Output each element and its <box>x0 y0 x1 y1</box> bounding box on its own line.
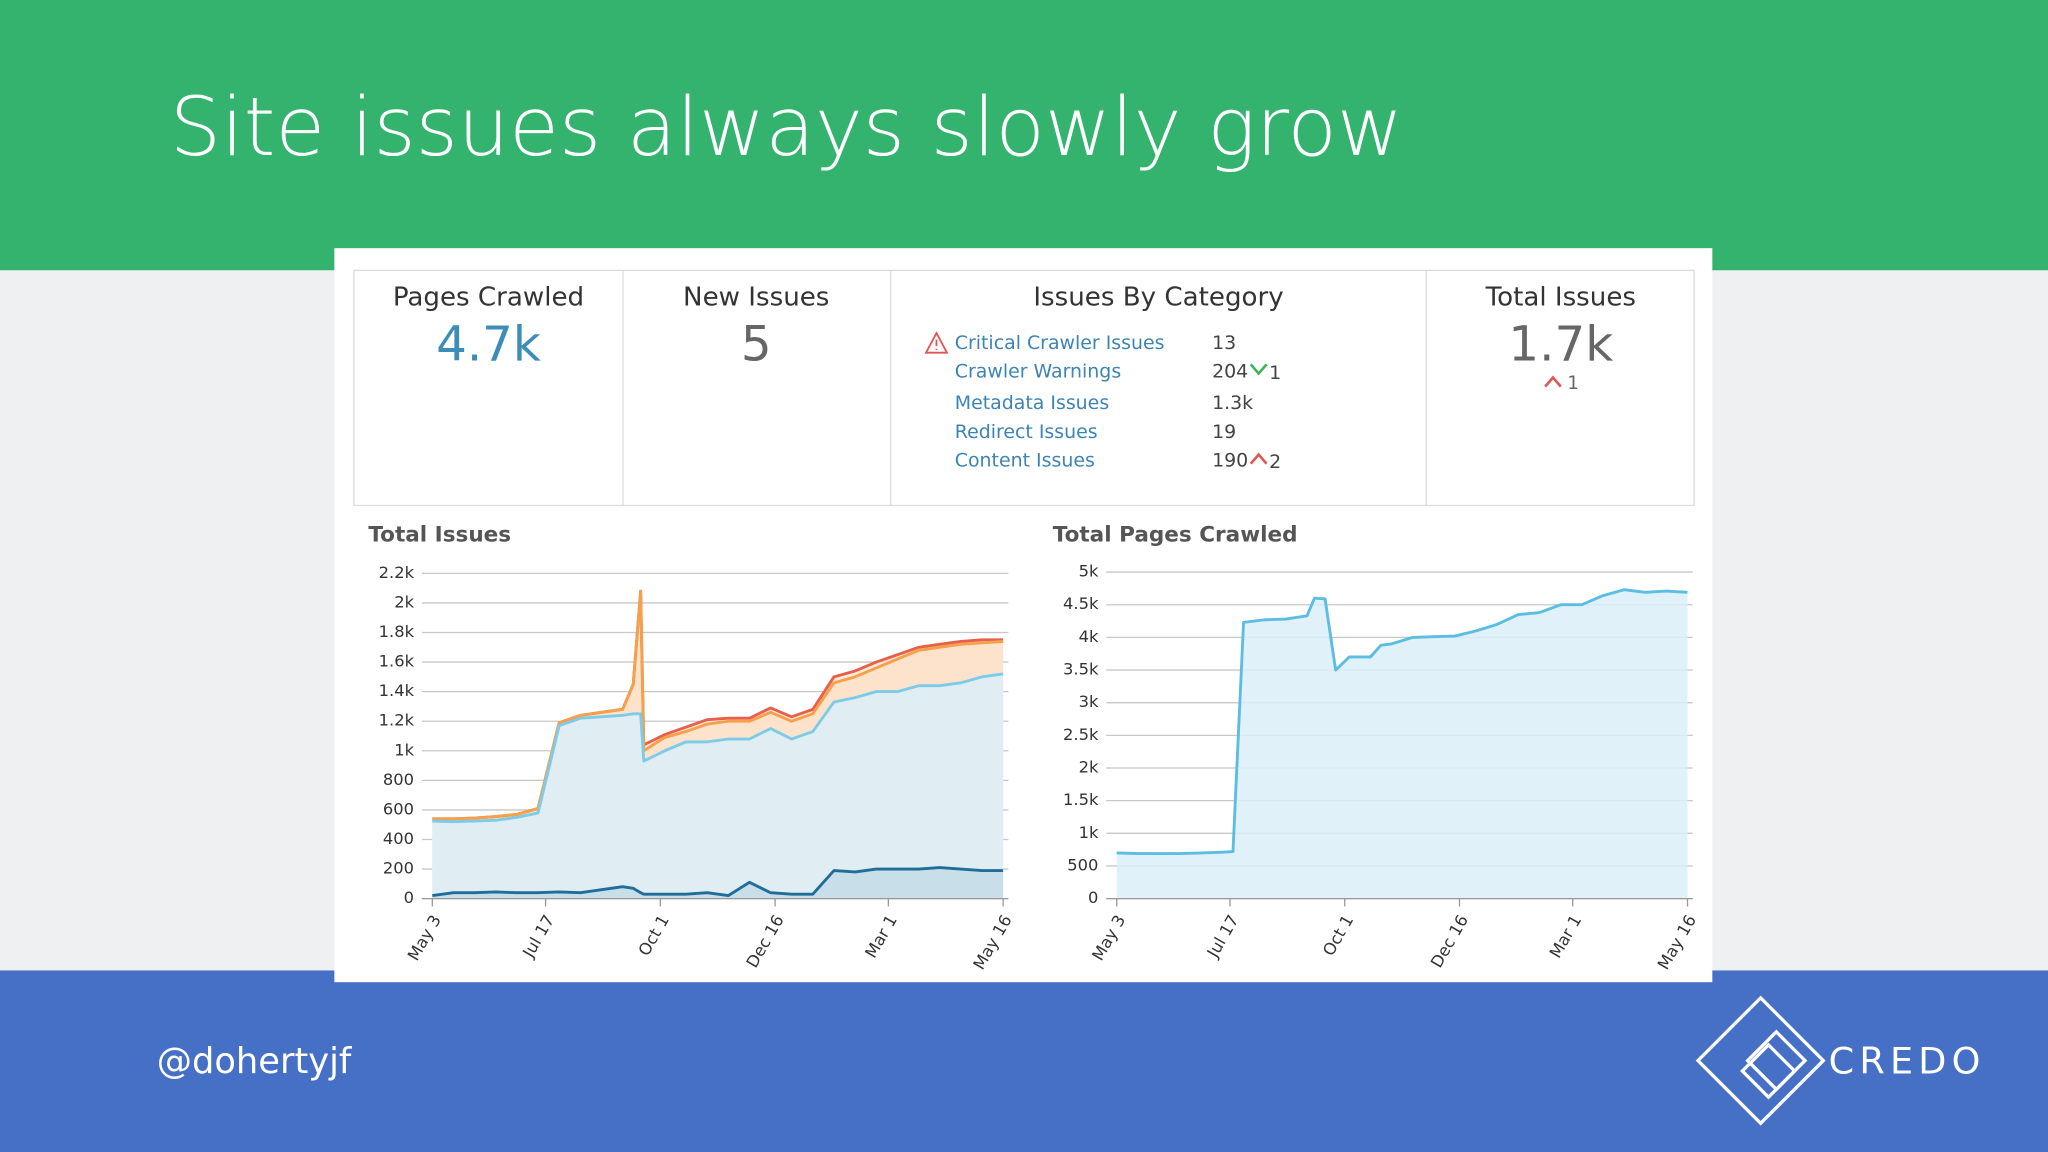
y-tick-label: 0 <box>404 888 414 907</box>
trend-arrow <box>1249 452 1268 465</box>
y-tick-label: 1.2k <box>379 711 415 730</box>
header-band <box>0 0 2048 271</box>
category-name: Critical Crawler Issues <box>955 332 1165 354</box>
category-name: Redirect Issues <box>955 421 1098 443</box>
stat-value: 5 <box>741 316 772 372</box>
y-tick-label: 200 <box>383 859 414 878</box>
stats-frame <box>353 269 1695 507</box>
category-value: 19 <box>1212 421 1236 443</box>
category-name: Crawler Warnings <box>955 361 1121 383</box>
line <box>432 589 1004 821</box>
category-change: 1 <box>1269 362 1281 384</box>
category-value: 190 <box>1212 450 1248 472</box>
y-tick-label: 400 <box>383 829 414 848</box>
area <box>1116 589 1688 899</box>
warning-icon <box>924 331 949 354</box>
stat-label: Total Issues <box>1485 282 1636 312</box>
y-tick-label: 1.4k <box>379 681 415 700</box>
trend-arrow <box>1249 363 1268 376</box>
y-tick-label: 4.5k <box>1063 594 1099 613</box>
category-value: 204 <box>1212 361 1248 383</box>
category-change: 2 <box>1269 451 1281 473</box>
y-tick-label: 5k <box>1079 562 1099 581</box>
y-tick-label: 600 <box>383 799 414 818</box>
footer-band <box>0 970 2048 1152</box>
y-tick-label: 2.2k <box>379 563 415 582</box>
line <box>432 672 1004 824</box>
y-tick-label: 1.6k <box>379 652 415 671</box>
area <box>432 867 1004 899</box>
stat-value: 1.7k <box>1508 316 1613 372</box>
y-tick-label: 2.5k <box>1063 725 1099 744</box>
y-tick-label: 1.8k <box>379 622 415 641</box>
stat-label: Pages Crawled <box>393 282 584 312</box>
category-name: Metadata Issues <box>955 392 1109 414</box>
logo <box>1695 995 1826 1126</box>
y-tick-label: 0 <box>1088 888 1098 907</box>
brand: CREDO <box>1829 1040 1986 1083</box>
category-value: 1.3k <box>1212 392 1253 414</box>
y-tick-label: 500 <box>1067 855 1098 874</box>
y-tick-label: 3k <box>1079 692 1099 711</box>
y-tick-label: 3.5k <box>1063 660 1099 679</box>
y-tick-label: 1k <box>1079 823 1099 842</box>
stat-change: 1 <box>1567 373 1579 394</box>
slide-title: Site issues always slowly grow <box>170 81 1403 175</box>
y-tick-label: 800 <box>383 770 414 789</box>
stat-value: 4.7k <box>436 316 541 372</box>
category-name: Content Issues <box>955 450 1095 472</box>
chart-title: Total Pages Crawled <box>1053 523 1298 548</box>
y-tick-label: 2k <box>1079 758 1099 777</box>
stat-label: New Issues <box>683 282 829 312</box>
panel-title: Issues By Category <box>1033 282 1283 312</box>
y-tick-label: 4k <box>1079 627 1099 646</box>
handle: @dohertyjf <box>157 1041 353 1082</box>
line <box>432 866 1004 898</box>
trend-arrow <box>1544 375 1562 388</box>
line <box>1116 588 1688 855</box>
y-tick-label: 1k <box>394 740 414 759</box>
category-value: 13 <box>1212 332 1236 354</box>
chart-title: Total Issues <box>368 523 511 548</box>
y-tick-label: 1.5k <box>1063 790 1099 809</box>
area <box>432 673 1004 899</box>
y-tick-label: 2k <box>394 592 414 611</box>
